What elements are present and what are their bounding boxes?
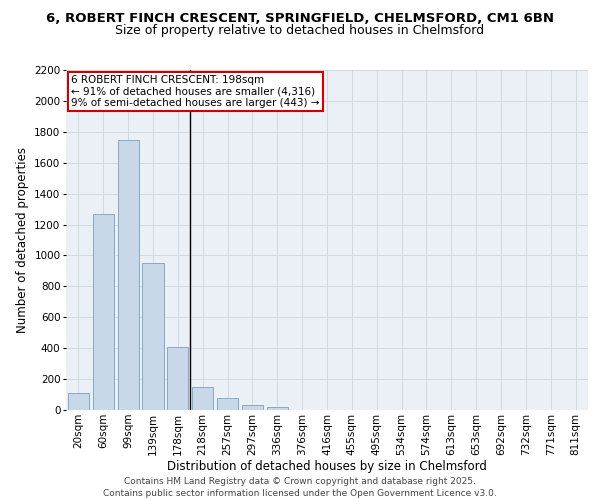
Bar xyxy=(93,214,114,410)
Bar xyxy=(217,398,238,410)
Bar xyxy=(242,404,263,410)
Y-axis label: Number of detached properties: Number of detached properties xyxy=(16,147,29,333)
X-axis label: Distribution of detached houses by size in Chelmsford: Distribution of detached houses by size … xyxy=(167,460,487,473)
Bar xyxy=(142,263,164,410)
Text: Size of property relative to detached houses in Chelmsford: Size of property relative to detached ho… xyxy=(115,24,485,37)
Bar xyxy=(267,407,288,410)
Bar xyxy=(192,387,213,410)
Text: 6 ROBERT FINCH CRESCENT: 198sqm
← 91% of detached houses are smaller (4,316)
9% : 6 ROBERT FINCH CRESCENT: 198sqm ← 91% of… xyxy=(71,75,320,108)
Text: Contains HM Land Registry data © Crown copyright and database right 2025.
Contai: Contains HM Land Registry data © Crown c… xyxy=(103,476,497,498)
Bar xyxy=(118,140,139,410)
Bar xyxy=(68,393,89,410)
Bar xyxy=(167,346,188,410)
Text: 6, ROBERT FINCH CRESCENT, SPRINGFIELD, CHELMSFORD, CM1 6BN: 6, ROBERT FINCH CRESCENT, SPRINGFIELD, C… xyxy=(46,12,554,26)
